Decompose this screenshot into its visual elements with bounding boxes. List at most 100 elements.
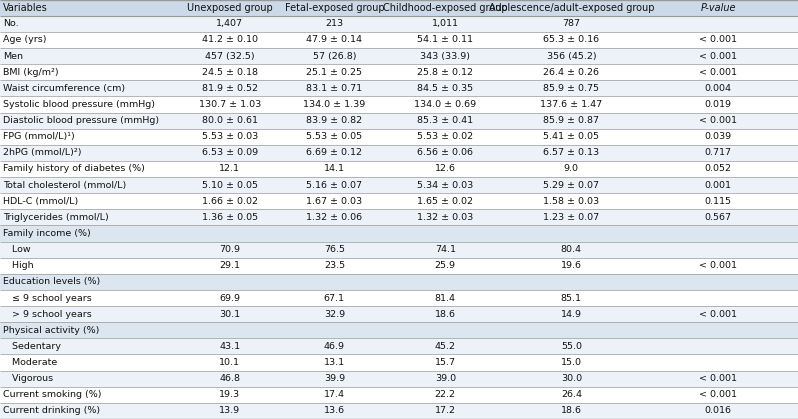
- Text: Physical activity (%): Physical activity (%): [3, 326, 100, 335]
- Text: 0.016: 0.016: [705, 406, 732, 415]
- Bar: [386, 177, 504, 193]
- Bar: [386, 290, 504, 306]
- Bar: [177, 16, 282, 32]
- Bar: [282, 258, 386, 274]
- Bar: [386, 354, 504, 371]
- Text: 70.9: 70.9: [219, 245, 240, 254]
- Text: 0.115: 0.115: [705, 197, 732, 206]
- Text: 15.7: 15.7: [435, 358, 456, 367]
- Bar: [504, 113, 638, 129]
- Text: 54.1 ± 0.11: 54.1 ± 0.11: [417, 36, 473, 44]
- Bar: [282, 210, 386, 225]
- Text: < 0.001: < 0.001: [699, 116, 737, 125]
- Bar: [0, 290, 177, 306]
- Bar: [0, 193, 177, 210]
- Bar: [386, 193, 504, 210]
- Bar: [0, 354, 177, 371]
- Bar: [177, 113, 282, 129]
- Bar: [638, 306, 798, 322]
- Bar: [0, 403, 177, 419]
- Text: 343 (33.9): 343 (33.9): [421, 52, 470, 61]
- Bar: [177, 258, 282, 274]
- Bar: [282, 225, 386, 242]
- Text: 23.5: 23.5: [324, 261, 345, 270]
- Bar: [282, 145, 386, 161]
- Text: 5.41 ± 0.05: 5.41 ± 0.05: [543, 132, 599, 141]
- Bar: [638, 193, 798, 210]
- Text: 1.36 ± 0.05: 1.36 ± 0.05: [202, 213, 258, 222]
- Text: Family income (%): Family income (%): [3, 229, 91, 238]
- Bar: [638, 96, 798, 113]
- Text: 32.9: 32.9: [324, 310, 345, 319]
- Text: < 0.001: < 0.001: [699, 374, 737, 383]
- Text: 12.6: 12.6: [435, 165, 456, 173]
- Text: 14.1: 14.1: [324, 165, 345, 173]
- Bar: [504, 387, 638, 403]
- Bar: [638, 371, 798, 387]
- Text: Age (yrs): Age (yrs): [3, 36, 47, 44]
- Bar: [386, 371, 504, 387]
- Bar: [282, 64, 386, 80]
- Bar: [504, 32, 638, 48]
- Text: 17.4: 17.4: [324, 391, 345, 399]
- Text: < 0.001: < 0.001: [699, 261, 737, 270]
- Bar: [282, 193, 386, 210]
- Text: 6.56 ± 0.06: 6.56 ± 0.06: [417, 148, 473, 158]
- Text: 134.0 ± 1.39: 134.0 ± 1.39: [303, 100, 365, 109]
- Bar: [0, 145, 177, 161]
- Text: Low: Low: [3, 245, 31, 254]
- Text: High: High: [3, 261, 34, 270]
- Bar: [0, 322, 177, 339]
- Text: 6.69 ± 0.12: 6.69 ± 0.12: [306, 148, 362, 158]
- Bar: [638, 225, 798, 242]
- Bar: [0, 32, 177, 48]
- Text: 57 (26.8): 57 (26.8): [313, 52, 356, 61]
- Bar: [638, 339, 798, 354]
- Bar: [638, 274, 798, 290]
- Bar: [504, 322, 638, 339]
- Text: 1.58 ± 0.03: 1.58 ± 0.03: [543, 197, 599, 206]
- Bar: [638, 242, 798, 258]
- Text: 1.66 ± 0.02: 1.66 ± 0.02: [202, 197, 258, 206]
- Bar: [282, 274, 386, 290]
- Bar: [386, 32, 504, 48]
- Text: 19.6: 19.6: [561, 261, 582, 270]
- Text: 81.9 ± 0.52: 81.9 ± 0.52: [202, 84, 258, 93]
- Text: No.: No.: [3, 19, 19, 28]
- Text: 39.9: 39.9: [324, 374, 345, 383]
- Bar: [0, 64, 177, 80]
- Bar: [504, 403, 638, 419]
- Bar: [504, 290, 638, 306]
- Text: 74.1: 74.1: [435, 245, 456, 254]
- Bar: [282, 403, 386, 419]
- Bar: [638, 32, 798, 48]
- Text: 9.0: 9.0: [564, 165, 579, 173]
- Bar: [282, 354, 386, 371]
- Bar: [177, 242, 282, 258]
- Bar: [504, 0, 638, 16]
- Text: 0.039: 0.039: [705, 132, 732, 141]
- Text: Family history of diabetes (%): Family history of diabetes (%): [3, 165, 145, 173]
- Bar: [177, 354, 282, 371]
- Bar: [504, 48, 638, 64]
- Bar: [177, 306, 282, 322]
- Bar: [0, 96, 177, 113]
- Text: Current drinking (%): Current drinking (%): [3, 406, 101, 415]
- Text: 134.0 ± 0.69: 134.0 ± 0.69: [414, 100, 476, 109]
- Bar: [282, 129, 386, 145]
- Bar: [386, 242, 504, 258]
- Bar: [177, 161, 282, 177]
- Bar: [282, 96, 386, 113]
- Bar: [386, 113, 504, 129]
- Bar: [177, 80, 282, 96]
- Bar: [638, 258, 798, 274]
- Bar: [504, 371, 638, 387]
- Text: 356 (45.2): 356 (45.2): [547, 52, 596, 61]
- Text: 5.16 ± 0.07: 5.16 ± 0.07: [306, 181, 362, 190]
- Text: 26.4 ± 0.26: 26.4 ± 0.26: [543, 68, 599, 77]
- Text: < 0.001: < 0.001: [699, 36, 737, 44]
- Text: 18.6: 18.6: [435, 310, 456, 319]
- Bar: [177, 274, 282, 290]
- Bar: [282, 322, 386, 339]
- Text: 137.6 ± 1.47: 137.6 ± 1.47: [540, 100, 602, 109]
